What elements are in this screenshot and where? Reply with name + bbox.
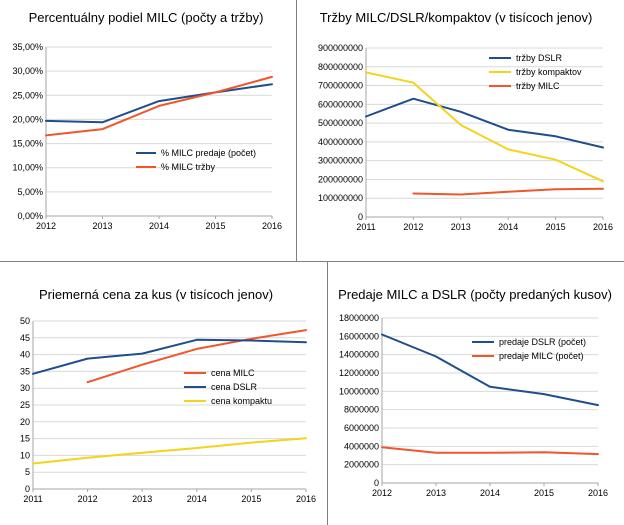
y-tick-label: 0,00% xyxy=(17,211,43,221)
x-tick-label: 2014 xyxy=(149,221,169,231)
legend: cena MILC cena DSLR cena kompaktu xyxy=(184,368,272,406)
legend-label: % MILC predaje (počet) xyxy=(161,148,256,158)
x-tick-label: 2014 xyxy=(480,488,500,498)
chart-panel-unit-price: Priemerná cena za kus (v tisícoch jenov)… xyxy=(20,287,316,504)
y-tick-label: 2000000 xyxy=(344,460,379,470)
chart-panel-share: Percentuálny podiel MILC (počty a tržby)… xyxy=(12,10,282,231)
y-tick-label: 10000000 xyxy=(339,386,379,396)
x-tick-label: 2015 xyxy=(205,221,225,231)
x-tick-label: 2012 xyxy=(403,222,423,232)
legend: predaje DSLR (počet) predaje MILC (počet) xyxy=(472,337,586,361)
y-tick-label: 4000000 xyxy=(344,441,379,451)
y-tick-label: 16000000 xyxy=(339,331,379,341)
y-tick-label: 14000000 xyxy=(339,350,379,360)
x-tick-label: 2015 xyxy=(241,494,261,504)
y-tick-label: 10,00% xyxy=(12,163,43,173)
x-tick-label: 2012 xyxy=(78,494,98,504)
x-tick-label: 2013 xyxy=(132,494,152,504)
y-tick-label: 20 xyxy=(20,417,30,427)
x-tick-label: 2014 xyxy=(187,494,207,504)
y-tick-label: 35 xyxy=(20,366,30,376)
y-tick-label: 15,00% xyxy=(12,139,43,149)
y-tick-label: 45 xyxy=(20,333,30,343)
legend-label: predaje MILC (počet) xyxy=(499,351,584,361)
legend-label: cena kompaktu xyxy=(211,396,272,406)
legend-label: tržby kompaktov xyxy=(516,67,582,77)
x-tick-label: 2016 xyxy=(262,221,282,231)
y-tick-label: 30,00% xyxy=(12,66,43,76)
series-line xyxy=(45,75,273,137)
y-tick-label: 0 xyxy=(374,478,379,488)
chart-title: Percentuálny podiel MILC (počty a tržby) xyxy=(29,10,264,25)
series-line xyxy=(412,187,604,196)
series-line xyxy=(32,437,307,465)
y-tick-label: 8000000 xyxy=(344,405,379,415)
x-tick-label: 2013 xyxy=(451,222,471,232)
y-tick-label: 6000000 xyxy=(344,423,379,433)
y-tick-label: 30 xyxy=(20,383,30,393)
x-tick-label: 2014 xyxy=(498,222,518,232)
legend: tržby DSLR tržby kompaktov tržby MILC xyxy=(489,53,582,91)
y-tick-label: 25 xyxy=(20,400,30,410)
y-tick-label: 20,00% xyxy=(12,114,43,124)
legend-label: tržby MILC xyxy=(516,81,560,91)
y-tick-label: 400000000 xyxy=(318,137,363,147)
y-tick-label: 600000000 xyxy=(318,99,363,109)
y-tick-label: 35,00% xyxy=(12,42,43,52)
x-tick-label: 2016 xyxy=(588,488,608,498)
x-tick-label: 2015 xyxy=(534,488,554,498)
y-tick-label: 10 xyxy=(20,450,30,460)
x-tick-label: 2012 xyxy=(36,221,56,231)
y-tick-label: 40 xyxy=(20,350,30,360)
legend-label: predaje DSLR (počet) xyxy=(499,337,586,347)
legend: % MILC predaje (počet) % MILC tržby xyxy=(136,148,256,172)
series-line xyxy=(45,83,273,124)
y-tick-label: 50 xyxy=(20,316,30,326)
x-tick-label: 2012 xyxy=(372,488,392,498)
plot-area: 0,00% 5,00% 10,00% 15,00% 20,00% 25,00% 30,00%… xyxy=(12,42,282,231)
chart-panel-unit-sales: Predaje MILC a DSLR (počty predaných kus… xyxy=(338,287,612,498)
x-tick-label: 2011 xyxy=(356,222,375,232)
series-line xyxy=(381,446,599,456)
x-tick-label: 2016 xyxy=(296,494,316,504)
chart-title: Priemerná cena za kus (v tisícoch jenov) xyxy=(39,287,273,302)
y-tick-label: 5 xyxy=(25,467,30,477)
y-tick-label: 200000000 xyxy=(318,174,363,184)
series-line xyxy=(86,329,307,384)
x-tick-label: 2016 xyxy=(593,222,613,232)
x-tick-label: 2013 xyxy=(426,488,446,498)
y-tick-label: 25,00% xyxy=(12,90,43,100)
y-tick-label: 12000000 xyxy=(339,368,379,378)
legend-label: tržby DSLR xyxy=(516,53,563,63)
y-tick-label: 800000000 xyxy=(318,62,363,72)
y-tick-label: 0 xyxy=(358,212,363,222)
y-tick-label: 18000000 xyxy=(339,313,379,323)
legend-label: cena DSLR xyxy=(211,382,258,392)
y-tick-label: 0 xyxy=(25,484,30,494)
series-line xyxy=(381,333,599,407)
y-tick-label: 15 xyxy=(20,434,30,444)
plot-area: 0 100000000 200000000 300000000 400000000 500… xyxy=(318,43,613,232)
y-tick-label: 700000000 xyxy=(318,81,363,91)
x-tick-label: 2015 xyxy=(546,222,566,232)
y-tick-label: 300000000 xyxy=(318,156,363,166)
series-line xyxy=(365,97,604,149)
y-tick-label: 500000000 xyxy=(318,118,363,128)
legend-label: % MILC tržby xyxy=(161,162,216,172)
plot-area: 0 5 10 15 20 25 30 35 40 45 50 2011 2012 2013 2014 2015… xyxy=(20,316,316,504)
series-line xyxy=(32,338,307,375)
plot-area: 0 2000000 4000000 6000000 8000000 10000000 120… xyxy=(339,313,608,498)
x-tick-label: 2011 xyxy=(23,494,42,504)
chart-title: Tržby MILC/DSLR/kompaktov (v tisícoch je… xyxy=(320,10,593,25)
x-tick-label: 2013 xyxy=(92,221,112,231)
legend-label: cena MILC xyxy=(211,368,255,378)
y-tick-label: 100000000 xyxy=(318,193,363,203)
chart-title: Predaje MILC a DSLR (počty predaných kus… xyxy=(338,287,612,302)
chart-panel-revenue: Tržby MILC/DSLR/kompaktov (v tisícoch je… xyxy=(318,10,613,232)
y-tick-label: 5,00% xyxy=(17,187,43,197)
series-line xyxy=(365,71,604,183)
y-tick-label: 900000000 xyxy=(318,43,363,53)
